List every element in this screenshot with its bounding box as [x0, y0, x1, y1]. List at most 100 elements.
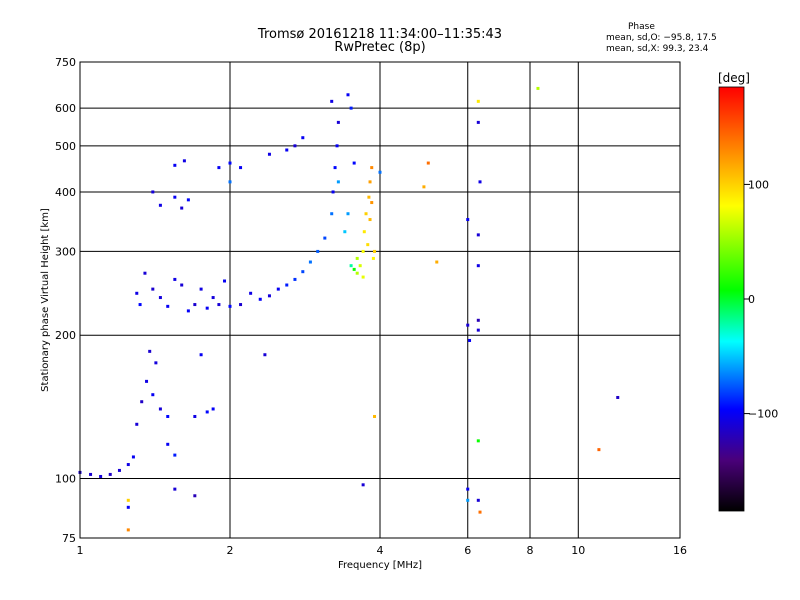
y-tick-labels: 75 100 200 300 400 500 600 750: [55, 56, 76, 545]
x-tick-label: 2: [227, 544, 234, 557]
data-point: [361, 483, 365, 487]
chart-title: Tromsø 20161218 11:34:00–11:35:43: [257, 27, 503, 42]
data-point: [205, 306, 209, 310]
data-point: [211, 296, 215, 300]
x-tick-labels: 1 2 4 6 8 10 16: [77, 544, 688, 557]
data-point: [205, 410, 209, 414]
data-point: [301, 270, 305, 274]
data-point: [368, 180, 372, 184]
data-point: [335, 144, 339, 148]
x-tick-label: 10: [571, 544, 585, 557]
data-point: [173, 453, 177, 457]
data-point: [166, 304, 170, 308]
data-point: [140, 400, 144, 404]
data-point: [476, 439, 480, 443]
data-point: [370, 166, 374, 170]
y-tick-label: 400: [55, 186, 76, 199]
data-point: [478, 180, 482, 184]
data-point: [143, 271, 147, 275]
data-point: [373, 249, 377, 253]
data-point: [371, 256, 375, 260]
data-point: [126, 498, 130, 502]
data-point: [366, 243, 370, 247]
data-point: [180, 283, 184, 287]
y-tick-label: 100: [55, 473, 76, 486]
data-point: [148, 349, 152, 353]
data-point: [349, 264, 353, 268]
data-point: [435, 260, 439, 264]
colorbar-ticks: 100 0 −100: [744, 178, 778, 421]
data-point: [346, 212, 350, 216]
data-point: [193, 303, 197, 307]
data-point: [211, 407, 215, 411]
phase-info-title: Phase: [628, 22, 655, 32]
data-point: [258, 297, 262, 301]
data-point: [466, 487, 470, 491]
x-tick-label: 1: [77, 544, 84, 557]
data-point: [138, 303, 142, 307]
data-point: [422, 185, 426, 189]
data-point: [276, 287, 280, 291]
colorbar: [718, 86, 745, 512]
data-point: [285, 148, 289, 152]
data-point: [267, 294, 271, 298]
data-point: [373, 414, 377, 418]
data-point: [173, 195, 177, 199]
data-point: [173, 277, 177, 281]
data-point: [476, 233, 480, 237]
data-point: [126, 528, 130, 532]
data-point: [158, 203, 162, 207]
data-point: [239, 166, 243, 170]
data-point: [476, 498, 480, 502]
data-point: [362, 230, 366, 234]
data-point: [349, 106, 353, 110]
data-point: [199, 353, 203, 357]
colorbar-tick-label: 100: [748, 178, 769, 191]
data-point: [346, 93, 350, 97]
y-tick-label: 300: [55, 245, 76, 258]
data-point: [158, 407, 162, 411]
data-point: [145, 379, 149, 383]
x-tick-label: 8: [527, 544, 534, 557]
y-tick-label: 750: [55, 56, 76, 69]
data-point: [478, 510, 482, 514]
y-tick-label: 200: [55, 329, 76, 342]
colorbar-tick-label: 0: [748, 293, 755, 306]
data-point: [151, 287, 155, 291]
data-point: [173, 163, 177, 167]
data-point: [361, 275, 365, 279]
data-point: [217, 303, 221, 307]
data-point: [368, 218, 372, 222]
data-point: [616, 395, 620, 399]
data-point: [476, 328, 480, 332]
data-point: [135, 422, 139, 426]
data-point: [476, 318, 480, 322]
data-point: [330, 99, 334, 103]
data-point: [352, 267, 356, 271]
y-tick-label: 600: [55, 102, 76, 115]
data-point: [364, 212, 368, 216]
colorbar-tick-label: −100: [748, 408, 778, 421]
data-point: [333, 166, 337, 170]
data-point: [228, 161, 232, 165]
data-point: [426, 161, 430, 165]
data-point: [89, 472, 93, 476]
data-point: [336, 120, 340, 124]
data-point: [249, 291, 253, 295]
data-point: [228, 304, 232, 308]
data-point: [193, 414, 197, 418]
data-point: [166, 414, 170, 418]
data-point: [597, 448, 601, 452]
data-point: [301, 136, 305, 140]
y-tick-label: 500: [55, 140, 76, 153]
data-point: [358, 264, 362, 268]
data-point: [151, 190, 155, 194]
x-tick-label: 6: [464, 544, 471, 557]
data-point: [466, 218, 470, 222]
data-point: [166, 442, 170, 446]
data-point: [158, 296, 162, 300]
data-point: [186, 198, 190, 202]
y-axis-label: Stationary phase Virtual Height [km]: [40, 208, 51, 392]
data-point: [117, 468, 121, 472]
